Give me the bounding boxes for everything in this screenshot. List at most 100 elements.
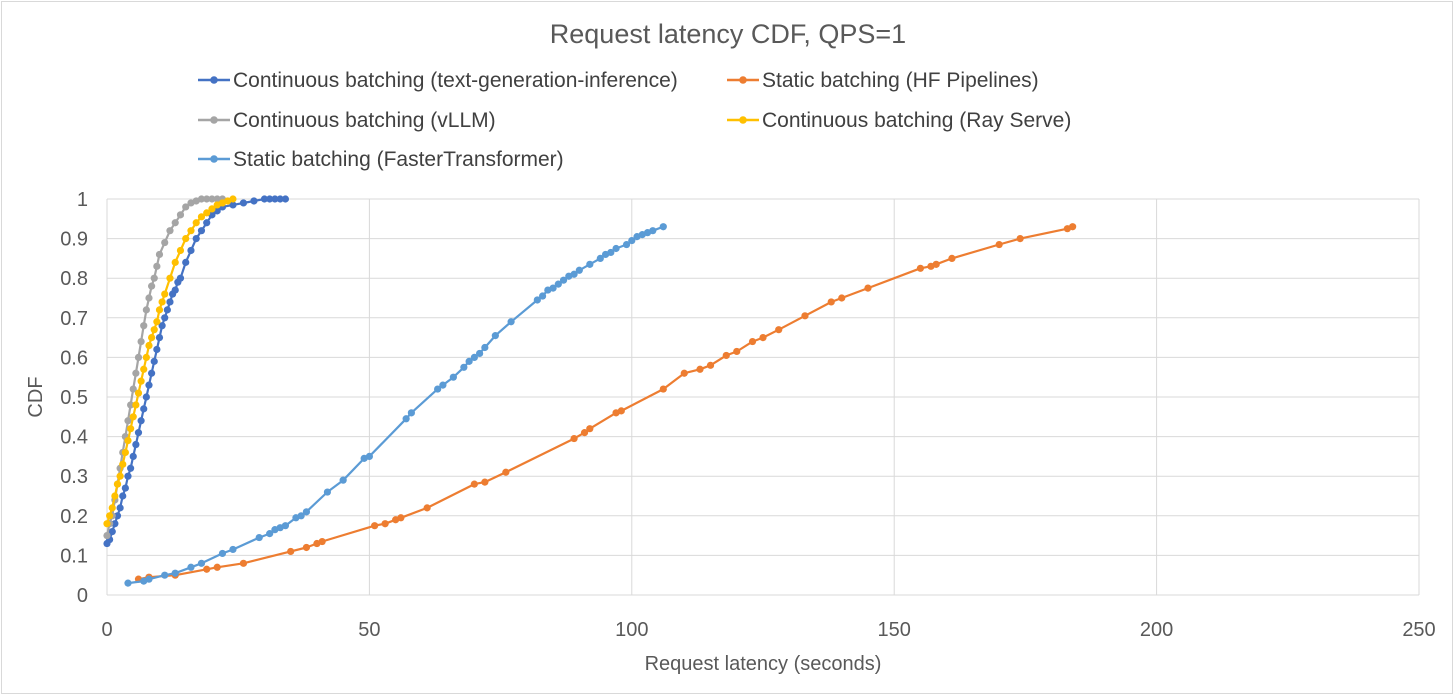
data-point bbox=[266, 195, 274, 203]
data-point bbox=[533, 296, 541, 304]
data-point bbox=[775, 326, 783, 334]
data-point bbox=[116, 504, 124, 512]
data-point bbox=[158, 322, 166, 330]
y-tick-label: 0.1 bbox=[60, 545, 88, 567]
data-point bbox=[423, 504, 431, 512]
data-point bbox=[397, 514, 405, 522]
data-point bbox=[108, 504, 116, 512]
data-point bbox=[696, 365, 704, 373]
legend-label: Static batching (HF Pipelines) bbox=[762, 69, 1039, 92]
data-point bbox=[132, 401, 140, 409]
data-point bbox=[153, 262, 161, 270]
legend-label: Continuous batching (text-generation-inf… bbox=[233, 69, 678, 92]
data-point bbox=[127, 464, 135, 472]
data-point bbox=[276, 195, 284, 203]
x-axis-label: Request latency (seconds) bbox=[645, 653, 882, 675]
data-point bbox=[801, 312, 809, 320]
data-point bbox=[229, 195, 237, 203]
data-point bbox=[192, 219, 200, 227]
data-point bbox=[182, 203, 190, 211]
data-point bbox=[153, 318, 161, 326]
data-point bbox=[161, 290, 169, 298]
data-point bbox=[158, 298, 166, 306]
data-point bbox=[916, 264, 925, 272]
series-line bbox=[127, 225, 664, 585]
x-tick-label: 0 bbox=[101, 619, 112, 641]
x-tick-label: 150 bbox=[878, 619, 911, 641]
series-1 bbox=[134, 223, 1077, 583]
data-point bbox=[1069, 223, 1077, 231]
data-point bbox=[476, 349, 484, 358]
data-point bbox=[163, 306, 171, 314]
data-point bbox=[932, 260, 940, 268]
data-point bbox=[176, 211, 185, 219]
data-point bbox=[659, 385, 667, 393]
legend-item: Continuous batching (text-generation-inf… bbox=[198, 69, 678, 92]
data-point bbox=[229, 545, 237, 554]
data-point bbox=[995, 240, 1003, 249]
data-point bbox=[371, 522, 379, 530]
data-point bbox=[449, 373, 457, 381]
data-point bbox=[161, 314, 169, 322]
data-point bbox=[208, 205, 216, 213]
legend: Continuous batching (text-generation-inf… bbox=[198, 69, 1071, 171]
legend-marker bbox=[739, 76, 747, 84]
data-point bbox=[113, 480, 122, 488]
data-point bbox=[239, 559, 248, 567]
data-point bbox=[407, 409, 415, 417]
data-point bbox=[134, 389, 143, 397]
data-point bbox=[617, 407, 625, 415]
data-point bbox=[129, 452, 137, 460]
data-point bbox=[680, 369, 688, 377]
data-point bbox=[111, 520, 119, 528]
data-point bbox=[203, 195, 211, 203]
legend-marker bbox=[210, 76, 218, 84]
data-point bbox=[1016, 235, 1024, 243]
legend-label: Continuous batching (Ray Serve) bbox=[762, 109, 1071, 132]
data-point bbox=[113, 512, 122, 520]
data-point bbox=[213, 195, 221, 203]
data-point bbox=[150, 274, 158, 282]
series-4 bbox=[124, 223, 667, 587]
legend-marker bbox=[739, 116, 747, 124]
data-point bbox=[838, 294, 846, 302]
data-point bbox=[161, 571, 169, 579]
data-point bbox=[318, 537, 326, 546]
data-point bbox=[402, 415, 410, 423]
data-point bbox=[281, 522, 290, 530]
data-point bbox=[649, 227, 657, 235]
legend-label: Static batching (FasterTransformer) bbox=[233, 148, 564, 171]
data-point bbox=[365, 452, 373, 460]
data-point bbox=[121, 484, 129, 492]
data-point bbox=[132, 440, 140, 449]
data-point bbox=[142, 306, 150, 314]
legend-item: Continuous batching (Ray Serve) bbox=[727, 109, 1071, 132]
data-point bbox=[481, 343, 489, 352]
data-point bbox=[302, 508, 311, 516]
data-point bbox=[155, 306, 164, 314]
data-point bbox=[586, 425, 594, 433]
data-point bbox=[507, 318, 515, 326]
data-point bbox=[502, 468, 510, 476]
data-point bbox=[470, 353, 478, 361]
data-point bbox=[148, 369, 156, 377]
data-point bbox=[140, 322, 148, 330]
x-axis-ticks: 0 50 100 150 200 250 bbox=[101, 619, 1435, 641]
y-tick-label: 0.9 bbox=[60, 229, 88, 251]
data-point bbox=[155, 250, 164, 259]
data-point bbox=[161, 238, 169, 247]
chart-title: Request latency CDF, QPS=1 bbox=[550, 19, 906, 49]
data-point bbox=[192, 235, 200, 243]
y-tick-label: 0.7 bbox=[60, 308, 88, 330]
x-tick-label: 50 bbox=[358, 619, 380, 641]
data-point bbox=[491, 332, 499, 340]
data-point bbox=[239, 199, 248, 207]
legend-item: Static batching (FasterTransformer) bbox=[198, 148, 564, 171]
data-point bbox=[111, 492, 119, 500]
data-point bbox=[607, 248, 615, 257]
data-point bbox=[748, 337, 757, 346]
data-point bbox=[549, 284, 557, 292]
data-point bbox=[339, 476, 347, 484]
x-tick-label: 100 bbox=[615, 619, 648, 641]
